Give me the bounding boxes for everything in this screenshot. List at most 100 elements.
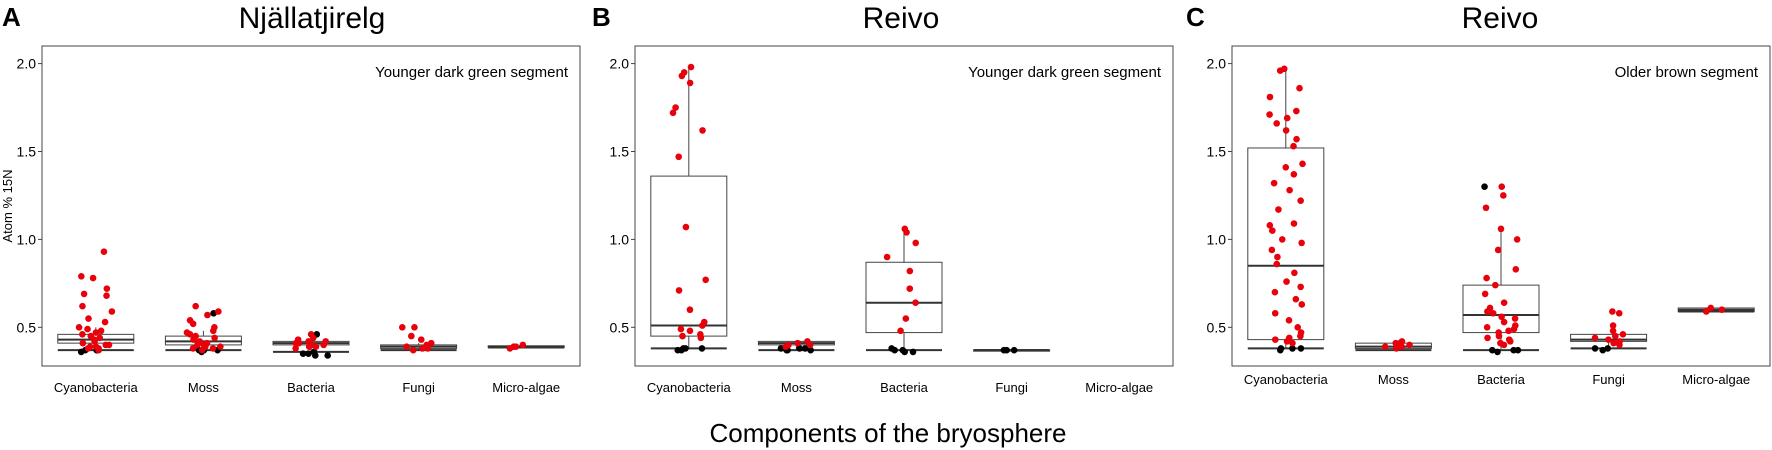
- y-tick-label: 1.0: [1207, 231, 1227, 247]
- point-labelled: [1274, 253, 1281, 261]
- point-labelled: [1282, 164, 1290, 171]
- x-tick-label: Micro-algae: [1682, 372, 1750, 387]
- y-tick-label: 0.5: [17, 319, 37, 335]
- point-labelled: [1482, 204, 1490, 212]
- point-labelled: [1283, 338, 1291, 345]
- point-labelled: [1500, 299, 1508, 307]
- point-unlabelled: [1510, 346, 1517, 354]
- point-labelled: [686, 79, 694, 87]
- point-unlabelled: [1003, 346, 1010, 354]
- point-unlabelled: [1297, 345, 1305, 352]
- point-labelled: [669, 109, 677, 117]
- point-labelled: [519, 341, 527, 349]
- point-unlabelled: [1599, 346, 1607, 354]
- panels: A Njällatjirelg Younger dark green segment…: [0, 2, 1771, 395]
- point-labelled: [1266, 222, 1274, 229]
- panel-title: Njällatjirelg: [239, 2, 386, 35]
- y-tick-label: 1.5: [610, 143, 630, 159]
- point-labelled: [1489, 309, 1497, 317]
- point-labelled: [1406, 341, 1413, 349]
- point-unlabelled: [807, 346, 814, 354]
- point-unlabelled: [1289, 345, 1296, 352]
- point-labelled: [1497, 225, 1505, 233]
- point-labelled: [1619, 331, 1627, 338]
- point-labelled: [1498, 313, 1505, 321]
- point-labelled: [1271, 309, 1279, 317]
- point-labelled: [96, 334, 104, 342]
- point-labelled: [1702, 308, 1710, 315]
- point-unlabelled: [909, 348, 917, 356]
- point-labelled: [1290, 220, 1298, 227]
- point-labelled: [1273, 120, 1280, 127]
- point-labelled: [906, 285, 914, 292]
- point-labelled: [1393, 345, 1400, 352]
- point-labelled: [699, 322, 706, 329]
- point-labelled: [79, 302, 86, 310]
- point-labelled: [1513, 236, 1521, 243]
- point-labelled: [675, 153, 683, 161]
- point-labelled: [1275, 206, 1282, 213]
- point-labelled: [1609, 327, 1617, 335]
- point-labelled: [190, 336, 197, 343]
- point-labelled: [78, 273, 85, 280]
- point-labelled: [92, 329, 100, 336]
- segment-annotation: Younger dark green segment: [375, 64, 569, 81]
- point-labelled: [309, 334, 317, 342]
- point-labelled: [699, 127, 706, 134]
- point-unlabelled: [1604, 345, 1612, 352]
- point-labelled: [686, 306, 694, 314]
- point-labelled: [1483, 324, 1491, 331]
- x-tick-label: Cyanobacteria: [647, 380, 732, 395]
- point-unlabelled: [1488, 346, 1496, 354]
- x-tick-label: Micro-algae: [1085, 380, 1153, 395]
- point-labelled: [75, 324, 83, 331]
- point-labelled: [84, 345, 92, 352]
- x-tick-label: Moss: [188, 380, 220, 395]
- point-labelled: [897, 327, 904, 335]
- point-labelled: [320, 341, 327, 349]
- x-tick-label: Cyanobacteria: [54, 380, 139, 395]
- point-labelled: [1290, 142, 1297, 150]
- y-tick-label: 2.0: [17, 56, 37, 72]
- point-labelled: [398, 324, 406, 331]
- point-labelled: [215, 308, 222, 315]
- y-tick-label: 1.5: [17, 143, 37, 159]
- point-labelled: [1297, 197, 1304, 205]
- x-tick-label: Bacteria: [880, 380, 928, 395]
- point-labelled: [1609, 308, 1616, 315]
- point-labelled: [1591, 334, 1599, 342]
- panel-letter: B: [592, 2, 611, 32]
- point-labelled: [1506, 338, 1514, 345]
- point-labelled: [189, 320, 197, 328]
- x-tick-label: Bacteria: [287, 380, 335, 395]
- point-labelled: [1293, 135, 1300, 143]
- point-labelled: [1290, 171, 1298, 178]
- point-unlabelled: [299, 350, 307, 357]
- point-labelled: [1512, 265, 1520, 273]
- point-unlabelled: [698, 345, 706, 352]
- point-unlabelled: [324, 352, 332, 359]
- point-labelled: [906, 267, 914, 275]
- point-labelled: [1500, 341, 1508, 349]
- point-labelled: [103, 292, 110, 299]
- point-labelled: [1718, 306, 1726, 314]
- segment-annotation: Older brown segment: [1615, 64, 1759, 81]
- point-labelled: [1296, 84, 1303, 92]
- y-tick-label: 0.5: [610, 319, 630, 335]
- point-labelled: [1498, 183, 1506, 190]
- point-labelled: [186, 331, 194, 338]
- point-unlabelled: [1494, 348, 1501, 356]
- point-labelled: [912, 299, 919, 307]
- point-labelled: [89, 274, 97, 282]
- point-labelled: [85, 315, 92, 322]
- point-labelled: [1269, 227, 1276, 234]
- point-labelled: [1510, 325, 1518, 333]
- panel-letter: C: [1186, 2, 1205, 32]
- point-labelled: [411, 324, 418, 331]
- point-labelled: [1283, 278, 1290, 285]
- point-labelled: [424, 345, 432, 352]
- plot-frame: [634, 45, 1174, 367]
- point-labelled: [209, 327, 217, 335]
- point-labelled: [806, 341, 814, 349]
